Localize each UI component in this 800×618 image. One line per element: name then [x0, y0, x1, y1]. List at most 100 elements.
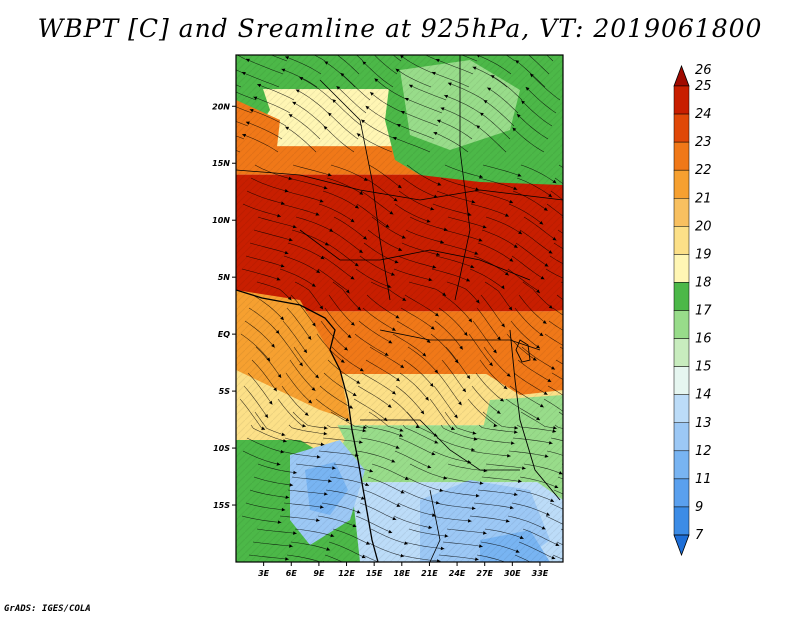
streamline-arrow [319, 505, 324, 509]
streamline-arrow [330, 533, 335, 538]
streamline [479, 359, 508, 390]
streamline-arrow [391, 327, 396, 331]
streamline [467, 398, 498, 427]
streamline-arrow [360, 496, 365, 500]
colorbar-level-label: 9 [695, 500, 703, 515]
streamline-arrow [508, 306, 513, 311]
streamline-arrow [395, 314, 400, 319]
streamline [257, 216, 297, 228]
streamline [241, 71, 280, 88]
streamline-arrow [517, 173, 522, 177]
streamline [254, 411, 286, 436]
streamline [447, 216, 487, 229]
streamline-arrow [585, 378, 590, 383]
grads-credit: GrADS: IGES/COLA [4, 604, 91, 614]
streamline [546, 55, 554, 62]
colorbar-level-label: 14 [695, 388, 712, 403]
streamline [245, 58, 284, 75]
streamline [253, 229, 293, 241]
streamline-arrow [587, 564, 591, 568]
streamline-arrow [398, 247, 403, 251]
colorbar-segment [673, 478, 690, 508]
streamline-arrow [299, 77, 304, 81]
streamline-arrow [288, 43, 293, 48]
streamline-arrow [285, 126, 290, 131]
streamline [278, 333, 304, 367]
streamline [558, 164, 563, 169]
streamline [246, 437, 285, 453]
streamline-arrow [363, 177, 368, 181]
streamline [446, 281, 480, 304]
streamline [252, 541, 293, 547]
colorbar-level-label: 18 [695, 275, 712, 290]
streamline-arrow [315, 518, 320, 522]
streamline [400, 110, 439, 127]
streamline [327, 112, 359, 140]
streamline [353, 398, 388, 422]
streamline-arrow [292, 224, 297, 229]
streamline [236, 91, 257, 101]
streamline [366, 294, 400, 319]
streamline [517, 359, 552, 383]
streamline [282, 320, 308, 354]
streamline [393, 268, 433, 281]
streamline [395, 68, 432, 88]
country-border [360, 419, 520, 471]
streamline-arrow [273, 387, 277, 392]
streamline [476, 554, 506, 562]
streamline [328, 541, 366, 559]
streamline [514, 554, 531, 562]
streamline-arrow [431, 451, 436, 456]
streamline [520, 164, 557, 184]
lon-tick-label: 15E [366, 569, 383, 578]
streamline [392, 136, 431, 153]
streamline [436, 119, 473, 140]
streamline-arrow [359, 191, 364, 195]
streamline [370, 528, 409, 545]
streamline-arrow [593, 296, 598, 301]
streamline [561, 216, 563, 219]
streamline [336, 85, 367, 114]
streamline-arrow [280, 449, 285, 454]
streamline-arrow [326, 547, 331, 551]
streamline-arrow [500, 397, 504, 402]
streamline-arrow [356, 510, 361, 514]
streamline [436, 190, 476, 203]
streamline-arrow [395, 445, 400, 449]
streamline-arrow [579, 339, 584, 344]
streamline-arrow [350, 275, 355, 280]
streamline-arrow [350, 321, 355, 326]
streamline-arrow [347, 334, 352, 338]
streamline-arrow [547, 378, 552, 382]
streamline [323, 372, 357, 397]
streamline-arrow [387, 284, 392, 289]
streamline-arrow [426, 219, 431, 223]
streamline-arrow [430, 325, 435, 330]
streamline-arrow [366, 46, 371, 51]
streamline-arrow [516, 114, 521, 118]
streamline-arrow [311, 283, 316, 287]
streamline [477, 489, 518, 496]
streamline-arrow [280, 316, 284, 321]
streamline [444, 95, 481, 114]
streamline [318, 203, 355, 223]
streamline [520, 411, 557, 429]
streamline-arrow [519, 535, 524, 540]
streamline [480, 541, 520, 553]
streamline-arrow [396, 503, 401, 507]
streamline-arrow [475, 299, 480, 304]
streamline [443, 476, 484, 484]
streamline [432, 450, 472, 463]
streamline-arrow [497, 336, 501, 341]
streamline-arrow [385, 224, 390, 228]
streamline-arrow [323, 431, 328, 436]
lon-tick-label: 12E [338, 569, 355, 578]
colorbar-level-label: 24 [695, 107, 712, 122]
streamline [511, 255, 545, 280]
colorbar-level-label: 21 [695, 191, 712, 206]
streamline-arrow [548, 193, 552, 198]
streamline-arrow [289, 544, 293, 548]
streamline [546, 450, 563, 456]
streamline [546, 203, 563, 217]
streamline [461, 55, 478, 62]
